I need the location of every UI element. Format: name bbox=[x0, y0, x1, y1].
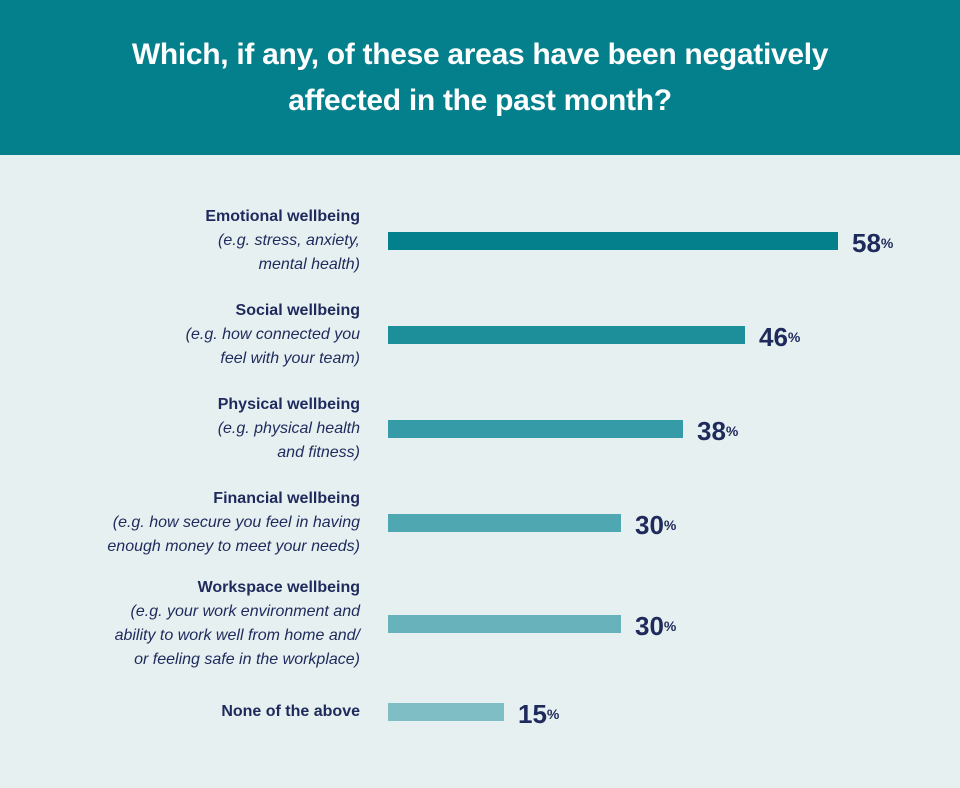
value-label: 38% bbox=[697, 418, 738, 444]
category-description: (e.g. how connected you feel with your t… bbox=[185, 326, 360, 367]
value-number: 30 bbox=[635, 611, 664, 641]
value-label: 46% bbox=[759, 324, 800, 350]
category-label: Social wellbeing (e.g. how connected you … bbox=[186, 299, 360, 371]
category-description: (e.g. stress, anxiety, mental health) bbox=[218, 232, 360, 273]
percent-sign: % bbox=[787, 329, 801, 345]
category-title: Workspace wellbeing bbox=[197, 579, 360, 596]
value-number: 30 bbox=[635, 510, 664, 540]
category-description: (e.g. your work environment and ability … bbox=[114, 603, 360, 668]
value-label: 58% bbox=[852, 230, 893, 256]
value-label: 30% bbox=[635, 613, 676, 639]
category-label: Emotional wellbeing (e.g. stress, anxiety… bbox=[205, 205, 360, 277]
value-label: 15% bbox=[518, 701, 559, 727]
bar bbox=[388, 232, 838, 250]
category-label: Physical wellbeing (e.g. physical health … bbox=[218, 393, 360, 465]
category-description: (e.g. how secure you feel in having enou… bbox=[107, 514, 360, 555]
category-label: Workspace wellbeing (e.g. your work envir… bbox=[115, 576, 360, 672]
percent-sign: % bbox=[880, 235, 894, 251]
percent-sign: % bbox=[546, 706, 560, 722]
category-title: Social wellbeing bbox=[235, 302, 360, 319]
category-title: None of the above bbox=[221, 703, 360, 720]
category-label: Financial wellbeing (e.g. how secure you … bbox=[107, 487, 360, 559]
category-title: Emotional wellbeing bbox=[205, 208, 360, 225]
value-number: 46 bbox=[759, 322, 788, 352]
category-title: Physical wellbeing bbox=[217, 396, 360, 413]
bar bbox=[388, 326, 745, 344]
bar bbox=[388, 420, 683, 438]
percent-sign: % bbox=[725, 423, 739, 439]
category-title: Financial wellbeing bbox=[213, 490, 360, 507]
value-number: 38 bbox=[697, 416, 726, 446]
value-label: 30% bbox=[635, 512, 676, 538]
chart-title: Which, if any, of these areas have been … bbox=[131, 37, 829, 117]
category-description: (e.g. physical health and fitness) bbox=[217, 420, 360, 461]
value-number: 58 bbox=[852, 228, 881, 258]
category-label: None of the above bbox=[221, 700, 360, 724]
bar bbox=[388, 703, 504, 721]
bar bbox=[388, 514, 621, 532]
percent-sign: % bbox=[663, 618, 677, 634]
value-number: 15 bbox=[518, 699, 547, 729]
bar bbox=[388, 615, 621, 633]
percent-sign: % bbox=[663, 517, 677, 533]
chart-header: Which, if any, of these areas have been … bbox=[0, 0, 960, 155]
